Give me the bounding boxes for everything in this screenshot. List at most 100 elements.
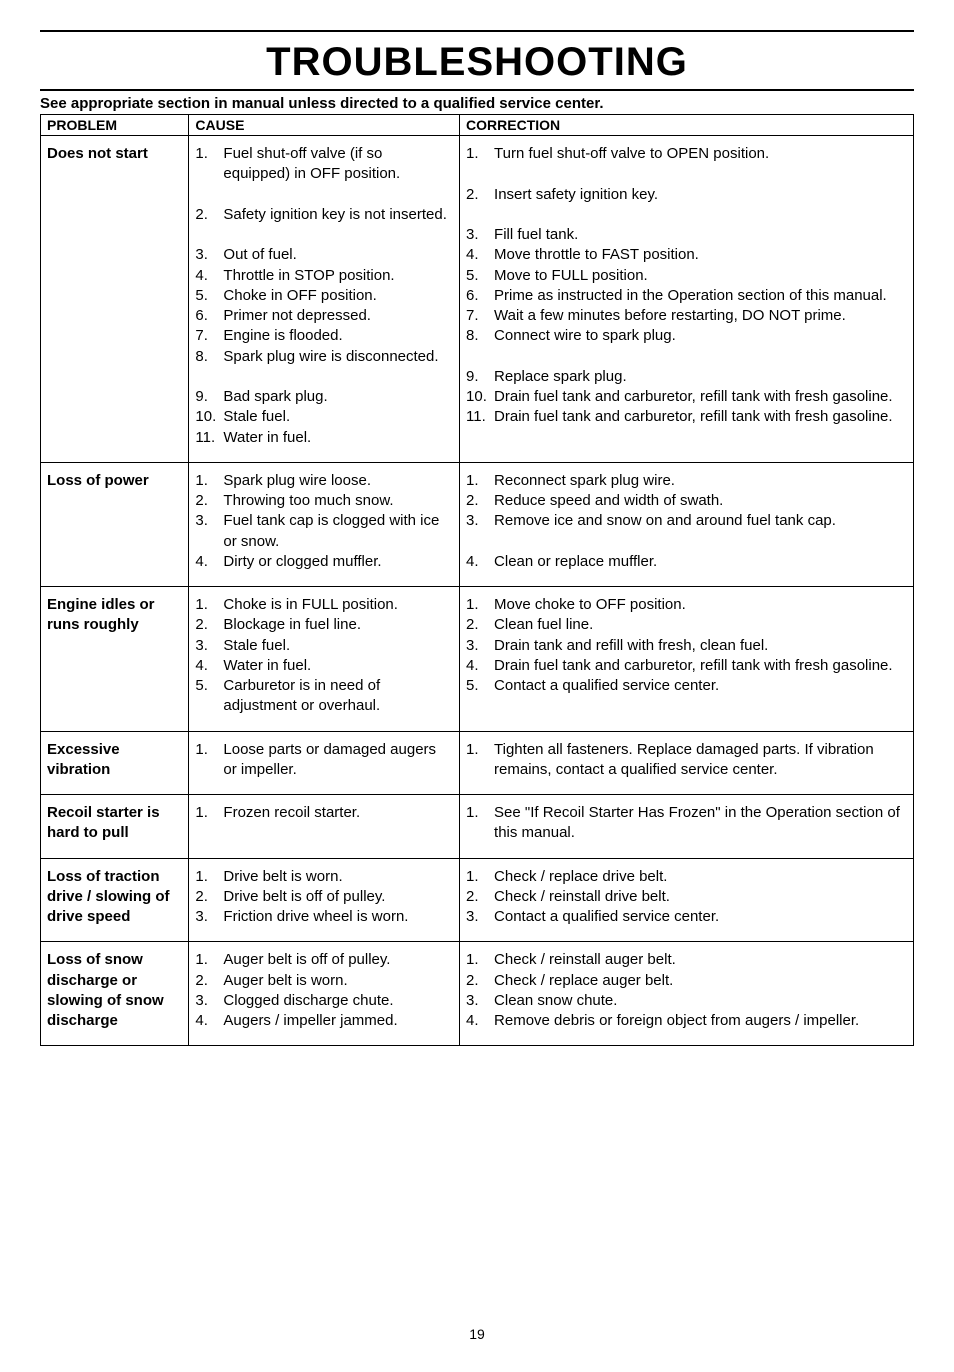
cause-cell: 1.Frozen recoil starter.: [189, 795, 460, 859]
list-item: 4.Water in fuel.: [195, 656, 453, 676]
list-item-text: Reduce speed and width of swath.: [494, 491, 907, 511]
list-item: 2.Auger belt is worn.: [195, 971, 453, 991]
list-item-number: 1.: [466, 740, 494, 781]
list-item-text: Clogged discharge chute.: [223, 991, 453, 1011]
list-item-text: Connect wire to spark plug.: [494, 326, 907, 346]
correction-cell: 1.Check / replace drive belt.2.Check / r…: [460, 858, 914, 942]
list-item-number: 3.: [466, 907, 494, 927]
list-item-number: 1.: [195, 803, 223, 823]
list-item-number: 3.: [195, 245, 223, 265]
list-item: 6.Prime as instructed in the Operation s…: [466, 286, 907, 306]
list-item: 8.Spark plug wire is disconnected.: [195, 347, 453, 367]
list-item-number: 1.: [466, 595, 494, 615]
list-item-text: Safety ignition key is not inserted.: [223, 205, 453, 225]
list-item: 1.Tighten all fasteners. Replace damaged…: [466, 740, 907, 781]
troubleshooting-table: PROBLEM CAUSE CORRECTION Does not start1…: [40, 114, 914, 1046]
list-item: 1.Frozen recoil starter.: [195, 803, 453, 823]
list-item-number: 4.: [466, 656, 494, 676]
list-item-text: Water in fuel.: [223, 656, 453, 676]
list-item-text: Prime as instructed in the Operation sec…: [494, 286, 907, 306]
list-item-text: Replace spark plug.: [494, 367, 907, 387]
list-item-number: 2.: [466, 971, 494, 991]
cause-cell: 1.Auger belt is off of pulley.2.Auger be…: [189, 942, 460, 1046]
list-item: 7.Wait a few minutes before restarting, …: [466, 306, 907, 326]
list-item-text: Friction drive wheel is worn.: [223, 907, 453, 927]
list-item-number: 2.: [195, 615, 223, 635]
list-item: 2.Clean fuel line.: [466, 615, 907, 635]
list-item: 2.Safety ignition key is not inserted.: [195, 205, 453, 225]
correction-cell: 1.Check / reinstall auger belt.2.Check /…: [460, 942, 914, 1046]
list-item-text: Engine is flooded.: [223, 326, 453, 346]
list-item-number: 10.: [466, 387, 494, 407]
table-row: Does not start1.Fuel shut-off valve (if …: [41, 136, 914, 463]
list-item-text: Primer not depressed.: [223, 306, 453, 326]
list-item-number: 1.: [195, 867, 223, 887]
list-item-number: 11.: [195, 428, 223, 448]
list-item: 3.Contact a qualified service center.: [466, 907, 907, 927]
list-item-text: Choke is in FULL position.: [223, 595, 453, 615]
page-number: 19: [40, 1326, 914, 1342]
list-item-text: Drain fuel tank and carburetor, refill t…: [494, 656, 907, 676]
table-row: Loss of traction drive / slowing of driv…: [41, 858, 914, 942]
list-item-number: 3.: [466, 225, 494, 245]
table-row: Loss of power1.Spark plug wire loose.2.T…: [41, 462, 914, 586]
list-item-text: Drive belt is worn.: [223, 867, 453, 887]
problem-cell: Does not start: [41, 136, 189, 463]
correction-cell: 1.Tighten all fasteners. Replace damaged…: [460, 731, 914, 795]
list-item-number: 2.: [466, 491, 494, 511]
list-item: 4.Dirty or clogged muffler.: [195, 552, 453, 572]
list-item: 4.Move throttle to FAST position.: [466, 245, 907, 265]
list-item-text: Loose parts or damaged augers or impelle…: [223, 740, 453, 781]
list-item-text: Check / reinstall auger belt.: [494, 950, 907, 970]
list-item: 10.Stale fuel.: [195, 407, 453, 427]
list-item: 5.Carburetor is in need of adjustment or…: [195, 676, 453, 717]
list-item-text: Drain fuel tank and carburetor, refill t…: [494, 407, 907, 427]
list-item-number: 3.: [466, 636, 494, 656]
list-item: 3.Fill fuel tank.: [466, 225, 907, 245]
correction-cell: 1.See "If Recoil Starter Has Frozen" in …: [460, 795, 914, 859]
list-item-number: 5.: [466, 676, 494, 696]
list-item-text: Remove ice and snow on and around fuel t…: [494, 511, 907, 531]
list-item: 3.Friction drive wheel is worn.: [195, 907, 453, 927]
cause-cell: 1.Spark plug wire loose.2.Throwing too m…: [189, 462, 460, 586]
list-item-text: Auger belt is worn.: [223, 971, 453, 991]
list-item: 4.Drain fuel tank and carburetor, refill…: [466, 656, 907, 676]
list-item: 10.Drain fuel tank and carburetor, refil…: [466, 387, 907, 407]
list-item: 2.Check / replace auger belt.: [466, 971, 907, 991]
list-item: 1.Drive belt is worn.: [195, 867, 453, 887]
list-item-number: 2.: [195, 971, 223, 991]
list-item: 1.Loose parts or damaged augers or impel…: [195, 740, 453, 781]
list-item: 1.Check / replace drive belt.: [466, 867, 907, 887]
list-item-text: Fuel tank cap is clogged with ice or sno…: [223, 511, 453, 552]
list-item-text: Tighten all fasteners. Replace damaged p…: [494, 740, 907, 781]
correction-cell: 1.Move choke to OFF position.2.Clean fue…: [460, 587, 914, 732]
list-item-number: 5.: [195, 676, 223, 717]
list-item: 3.Clogged discharge chute.: [195, 991, 453, 1011]
list-item-number: 9.: [466, 367, 494, 387]
list-item-number: 1.: [195, 595, 223, 615]
list-item: 4.Remove debris or foreign object from a…: [466, 1011, 907, 1031]
list-item-number: 10.: [195, 407, 223, 427]
list-item-number: 6.: [466, 286, 494, 306]
list-item-number: 4.: [466, 245, 494, 265]
list-item-number: 1.: [466, 144, 494, 164]
list-item-number: 3.: [466, 991, 494, 1011]
list-item-number: 1.: [466, 471, 494, 491]
list-item-number: 1.: [195, 471, 223, 491]
list-item-text: Turn fuel shut-off valve to OPEN positio…: [494, 144, 907, 164]
list-item-text: Blockage in fuel line.: [223, 615, 453, 635]
header-problem: PROBLEM: [41, 115, 189, 136]
list-item-number: 1.: [195, 950, 223, 970]
list-item-text: Fuel shut-off valve (if so equipped) in …: [223, 144, 453, 185]
title-rule: [40, 89, 914, 91]
table-header-row: PROBLEM CAUSE CORRECTION: [41, 115, 914, 136]
cause-cell: 1.Fuel shut-off valve (if so equipped) i…: [189, 136, 460, 463]
table-row: Excessive vibration1.Loose parts or dama…: [41, 731, 914, 795]
list-item-text: Check / reinstall drive belt.: [494, 887, 907, 907]
list-item-number: 3.: [195, 636, 223, 656]
list-item: 1.Auger belt is off of pulley.: [195, 950, 453, 970]
list-item-text: Fill fuel tank.: [494, 225, 907, 245]
list-item-text: See "If Recoil Starter Has Frozen" in th…: [494, 803, 907, 844]
list-item: 6.Primer not depressed.: [195, 306, 453, 326]
list-item-text: Throwing too much snow.: [223, 491, 453, 511]
